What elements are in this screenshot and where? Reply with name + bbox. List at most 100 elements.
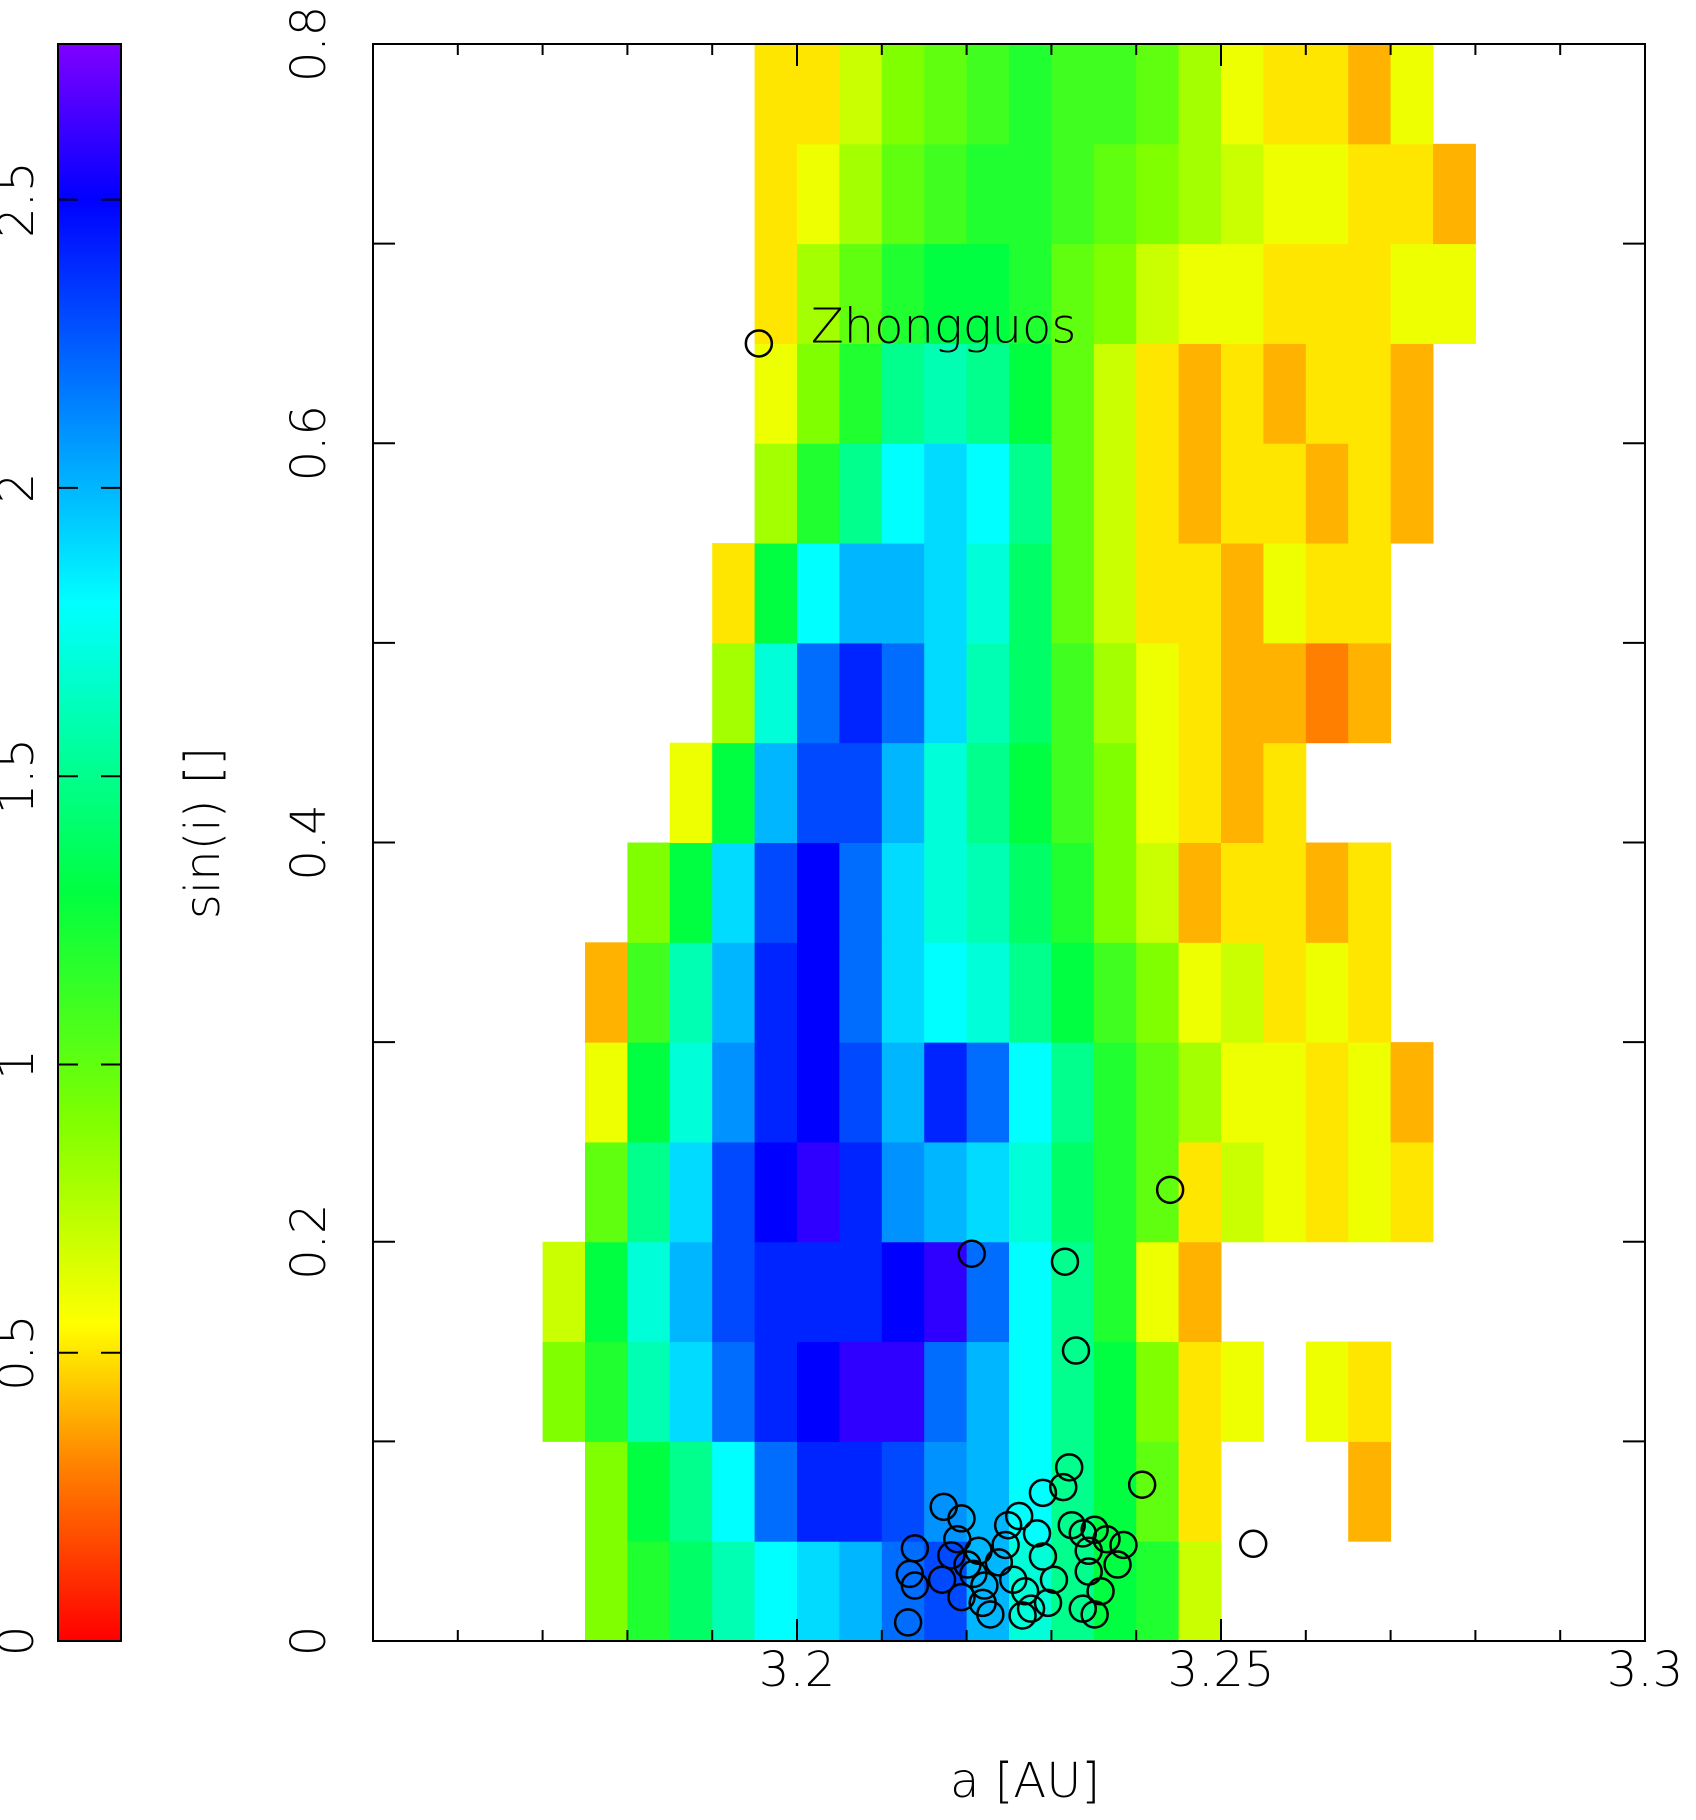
heatmap-cell bbox=[1348, 942, 1392, 1043]
heatmap-cell bbox=[542, 1241, 586, 1343]
heatmap-cell bbox=[797, 1141, 840, 1243]
heatmap-cell bbox=[924, 742, 968, 843]
heatmap-cell bbox=[754, 143, 798, 245]
heatmap-cell bbox=[797, 343, 840, 444]
heatmap-cell bbox=[966, 343, 1010, 444]
heatmap-cell bbox=[881, 1441, 925, 1542]
heatmap-cell bbox=[1348, 443, 1392, 544]
heatmap-cell bbox=[585, 1541, 628, 1642]
marker bbox=[1010, 1577, 1040, 1606]
heatmap-cell bbox=[966, 642, 1010, 744]
heatmap-cell bbox=[754, 44, 798, 145]
heatmap-cell bbox=[669, 1141, 713, 1243]
colorbar-tick-label: 0 bbox=[0, 1626, 45, 1657]
marker bbox=[1050, 1247, 1080, 1276]
y-tick-label: 0.2 bbox=[281, 1204, 337, 1280]
heatmap-cell bbox=[1348, 44, 1392, 145]
heatmap-cell bbox=[1178, 642, 1222, 744]
heatmap-cell bbox=[1221, 642, 1264, 744]
heatmap-cell bbox=[754, 1042, 798, 1143]
heatmap-cell bbox=[924, 143, 968, 245]
marker bbox=[1109, 1530, 1138, 1560]
heatmap-cell bbox=[1136, 942, 1180, 1043]
heatmap-cell bbox=[1263, 742, 1307, 843]
heatmap-cell bbox=[924, 942, 968, 1043]
heatmap-cell bbox=[1390, 44, 1434, 145]
heatmap-cell bbox=[1178, 842, 1222, 943]
heatmap-cell bbox=[669, 1441, 713, 1542]
heatmap-cell bbox=[1051, 742, 1095, 843]
heatmap-cell bbox=[797, 44, 840, 145]
heatmap-cell bbox=[839, 1541, 883, 1642]
marker bbox=[1080, 1600, 1109, 1629]
heatmap-cell bbox=[754, 1341, 798, 1442]
marker bbox=[1054, 1453, 1084, 1482]
heatmap-cell bbox=[669, 1541, 713, 1642]
heatmap-cell bbox=[1221, 343, 1264, 444]
heatmap-cell bbox=[754, 343, 798, 444]
marker bbox=[991, 1530, 1020, 1560]
heatmap-cell bbox=[627, 1241, 671, 1343]
x-tick-label: 3.3 bbox=[1607, 1642, 1683, 1698]
heatmap-cell bbox=[1136, 543, 1180, 644]
heatmap-cell bbox=[1178, 343, 1222, 444]
heatmap-cell bbox=[542, 1341, 586, 1442]
heatmap-cell bbox=[1136, 44, 1180, 145]
heatmap-cell bbox=[754, 443, 798, 544]
heatmap-cell bbox=[1305, 143, 1349, 245]
marker bbox=[947, 1504, 976, 1533]
heatmap-cell bbox=[1348, 642, 1392, 744]
heatmap-cell bbox=[627, 1042, 671, 1143]
heatmap-cell bbox=[1178, 443, 1222, 544]
heatmap-cell bbox=[1051, 1042, 1095, 1143]
y-tick-label: 0.8 bbox=[281, 6, 337, 82]
heatmap-cell bbox=[924, 642, 968, 744]
heatmap-cell bbox=[881, 1241, 925, 1343]
heatmap-cell bbox=[881, 343, 925, 444]
heatmap-cell bbox=[1136, 1042, 1180, 1143]
heatmap-cell bbox=[1009, 1241, 1052, 1343]
heatmap-cell bbox=[1178, 942, 1222, 1043]
heatmap-cell bbox=[1178, 1541, 1222, 1642]
heatmap-cell bbox=[924, 343, 968, 444]
heatmap-cell bbox=[966, 1042, 1010, 1143]
heatmap-cell bbox=[1051, 642, 1095, 744]
heatmap-cell bbox=[754, 842, 798, 943]
heatmap-cell bbox=[1221, 942, 1264, 1043]
heatmap-cell bbox=[839, 1042, 883, 1143]
heatmap-cell bbox=[966, 543, 1010, 644]
heatmap-cell bbox=[1305, 1341, 1349, 1442]
heatmap-cell bbox=[1305, 642, 1349, 744]
heatmap-cell bbox=[585, 1341, 628, 1442]
annotation-label: Zhongguos bbox=[811, 298, 1077, 354]
heatmap-cell bbox=[712, 1541, 756, 1642]
heatmap-cell bbox=[1009, 443, 1052, 544]
heatmap-cell bbox=[1009, 143, 1052, 245]
heatmap-cell bbox=[881, 44, 925, 145]
heatmap-cell bbox=[1348, 842, 1392, 943]
heatmap-cell bbox=[839, 1441, 883, 1542]
marker bbox=[1155, 1175, 1185, 1205]
marker bbox=[1022, 1519, 1052, 1548]
heatmap-cell bbox=[1221, 543, 1264, 644]
heatmap-cell bbox=[1093, 443, 1137, 544]
heatmap-cell bbox=[797, 842, 840, 943]
heatmap-cell bbox=[1051, 942, 1095, 1043]
heatmap-cell bbox=[1136, 243, 1180, 344]
heatmap-cell bbox=[839, 44, 883, 145]
heatmap-cell bbox=[1051, 543, 1095, 644]
marker bbox=[1008, 1601, 1037, 1630]
heatmap-cell bbox=[881, 1042, 925, 1143]
heatmap-cell bbox=[1136, 343, 1180, 444]
heatmap-cell bbox=[1263, 642, 1307, 744]
heatmap-cell bbox=[881, 742, 925, 843]
heatmap-cell bbox=[754, 642, 798, 744]
heatmap-cell bbox=[1009, 1042, 1052, 1143]
heatmap-cell bbox=[1093, 1441, 1137, 1542]
heatmap-cell bbox=[1051, 443, 1095, 544]
heatmap-cell bbox=[1136, 842, 1180, 943]
heatmap-cell bbox=[1305, 44, 1349, 145]
marker bbox=[959, 1559, 988, 1589]
marker bbox=[984, 1548, 1014, 1577]
heatmap-cell bbox=[1263, 1141, 1307, 1243]
